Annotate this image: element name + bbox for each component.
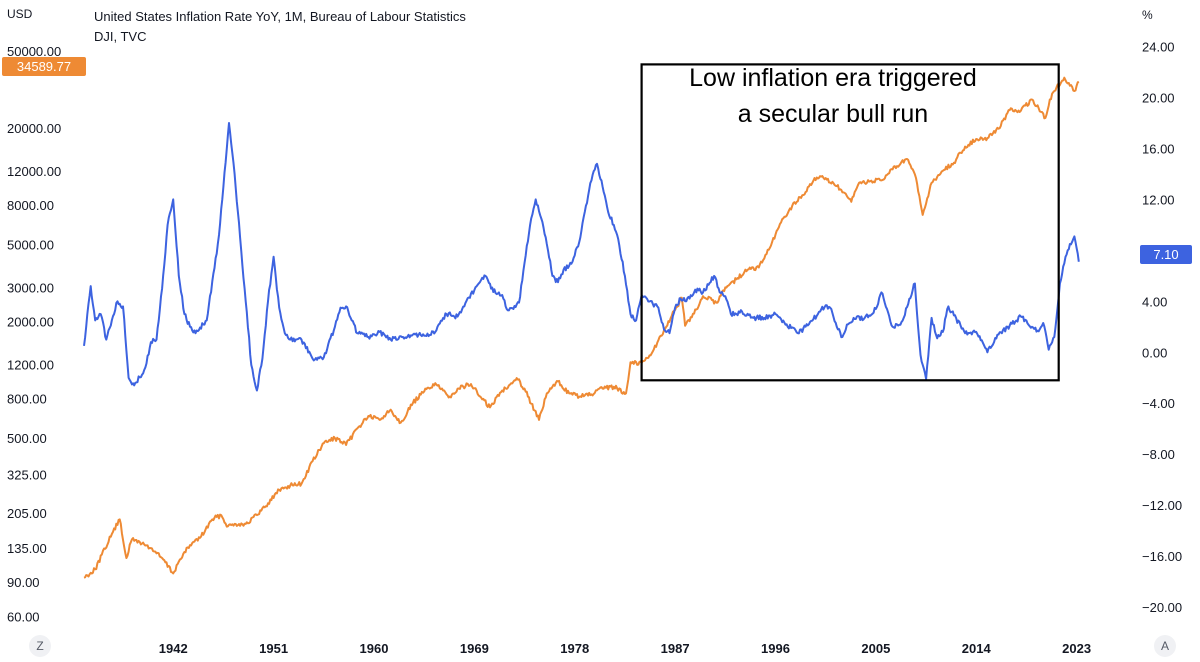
dji-series — [83, 76, 1080, 579]
right-tick-label: 12.00 — [1142, 192, 1175, 207]
annotation-line-1: Low inflation era triggered — [689, 64, 977, 92]
x-tick-label: 1978 — [560, 641, 589, 656]
x-tick-label: 1969 — [460, 641, 489, 656]
annotation-line-2: a secular bull run — [738, 100, 928, 128]
right-tick-label: 20.00 — [1142, 91, 1175, 106]
dji-last-value-badge: 34589.77 — [2, 57, 86, 76]
left-tick-label: 800.00 — [7, 392, 47, 407]
x-axis-ticks: 1942 1951 1960 1969 1978 1987 1996 2005 2014 2023 — [159, 641, 1091, 656]
left-tick-label: 500.00 — [7, 431, 47, 446]
right-axis-unit: % — [1142, 8, 1153, 22]
right-tick-label: −12.00 — [1142, 498, 1182, 513]
left-tick-label: 135.00 — [7, 541, 47, 556]
x-tick-label: 1996 — [761, 641, 790, 656]
right-tick-label: 16.00 — [1142, 141, 1175, 156]
x-tick-label: 1987 — [661, 641, 690, 656]
scale-mode-left-bg[interactable] — [29, 635, 51, 657]
left-tick-label: 12000.00 — [7, 164, 61, 179]
left-tick-label: 60.00 — [7, 609, 40, 624]
x-tick-label: 1960 — [360, 641, 389, 656]
x-tick-label: 1951 — [259, 641, 288, 656]
left-tick-label: 205.00 — [7, 506, 47, 521]
right-tick-label: −8.00 — [1142, 447, 1175, 462]
inflation-badge-bg — [1140, 245, 1192, 264]
left-axis-ticks: 50000.00 20000.00 12000.00 8000.00 5000.00 30… — [7, 44, 61, 625]
right-axis-ticks: 24.0020.0016.0012.008.004.000.00−4.00−8.… — [1142, 40, 1182, 616]
x-tick-label: 2023 — [1062, 641, 1091, 656]
left-tick-label: 3000.00 — [7, 280, 54, 295]
right-tick-label: 24.00 — [1142, 40, 1175, 55]
chart-title: United States Inflation Rate YoY, 1M, Bu… — [94, 9, 466, 24]
right-tick-label: −20.00 — [1142, 600, 1182, 615]
left-tick-label: 20000.00 — [7, 121, 61, 136]
left-tick-label: 50000.00 — [7, 44, 61, 59]
dji-last-value: 34589.77 — [17, 59, 71, 74]
scale-mode-left[interactable]: Z — [29, 635, 51, 657]
right-tick-label: 0.00 — [1142, 345, 1167, 360]
left-tick-label: 325.00 — [7, 467, 47, 482]
left-tick-label: 90.00 — [7, 575, 40, 590]
inflation-last-value: 7.10 — [1153, 247, 1178, 262]
inflation-series — [83, 122, 1080, 392]
scale-mode-right[interactable]: A — [1154, 635, 1176, 657]
left-tick-label: 1200.00 — [7, 357, 54, 372]
x-tick-label: 2014 — [962, 641, 992, 656]
scale-mode-right-label[interactable]: A — [1161, 639, 1169, 653]
scale-mode-left-label[interactable]: Z — [36, 639, 43, 653]
right-tick-label: −4.00 — [1142, 396, 1175, 411]
inflation-line — [83, 122, 1080, 392]
dji-badge-bg — [2, 57, 86, 76]
dji-line — [83, 76, 1080, 579]
inflation-last-value-badge: 7.10 — [1140, 245, 1192, 264]
right-tick-label: 4.00 — [1142, 294, 1167, 309]
x-tick-label: 1942 — [159, 641, 188, 656]
x-tick-label: 2005 — [861, 641, 890, 656]
left-axis-unit: USD — [7, 7, 33, 21]
left-tick-label: 2000.00 — [7, 314, 54, 329]
scale-mode-right-bg[interactable] — [1154, 635, 1176, 657]
right-tick-label: −16.00 — [1142, 549, 1182, 564]
left-tick-label: 5000.00 — [7, 237, 54, 252]
annotation-box — [640, 63, 1060, 382]
chart-subtitle: DJI, TVC — [94, 29, 147, 44]
left-tick-label: 8000.00 — [7, 198, 54, 213]
